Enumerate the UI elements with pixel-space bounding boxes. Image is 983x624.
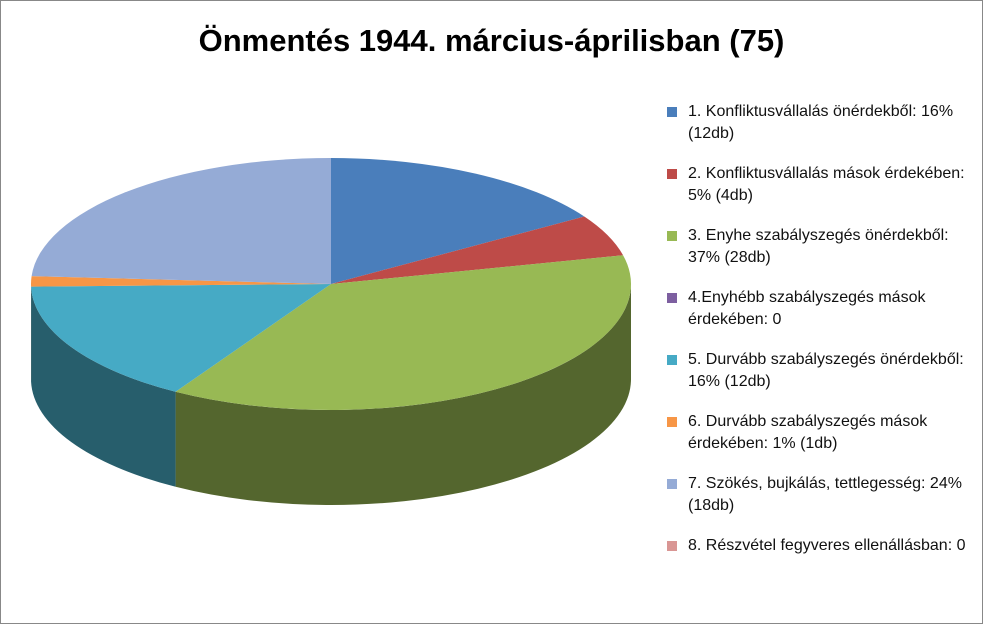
legend-swatch bbox=[667, 231, 677, 241]
pie-side bbox=[31, 286, 176, 487]
pie-slice bbox=[31, 284, 331, 392]
legend-label: 5. Durvább szabályszegés önérdekből: 16%… bbox=[688, 351, 964, 390]
chart-title: Önmentés 1944. március-áprilisban (75) bbox=[198, 23, 785, 58]
legend-swatch bbox=[667, 293, 677, 303]
pie-slice bbox=[31, 276, 332, 287]
legend-swatch bbox=[667, 107, 677, 117]
legend-item: 6. Durvább szabályszegés mások érdekében… bbox=[667, 411, 967, 473]
pie-slice bbox=[31, 158, 332, 284]
legend-item: 2. Konfliktusvállalás mások érdekében: 5… bbox=[667, 163, 967, 225]
pie-side bbox=[175, 284, 631, 506]
legend-label: 1. Konfliktusvállalás önérdekből: 16% (1… bbox=[688, 103, 954, 142]
legend-label: 6. Durvább szabályszegés mások érdekében… bbox=[688, 413, 928, 452]
pie-slice bbox=[331, 216, 624, 284]
legend-item: 1. Konfliktusvállalás önérdekből: 16% (1… bbox=[667, 101, 967, 163]
legend-item: 4.Enyhébb szabályszegés mások érdekében:… bbox=[667, 287, 967, 349]
legend-item: 7. Szökés, bujkálás, tettlegesség: 24% (… bbox=[667, 473, 967, 535]
legend-swatch bbox=[667, 169, 677, 179]
legend-item: 3. Enyhe szabályszegés önérdekből: 37% (… bbox=[667, 225, 967, 287]
legend-swatch bbox=[667, 355, 677, 365]
legend-label: 8. Részvétel fegyveres ellenállásban: 0 bbox=[688, 537, 966, 554]
legend-label: 7. Szökés, bujkálás, tettlegesség: 24% (… bbox=[688, 475, 962, 514]
pie-slice bbox=[331, 158, 585, 284]
pie-area bbox=[31, 158, 631, 506]
legend-swatch bbox=[667, 479, 677, 489]
legend-swatch bbox=[667, 541, 677, 551]
legend: 1. Konfliktusvállalás önérdekből: 16% (1… bbox=[667, 101, 967, 597]
legend-swatch bbox=[667, 417, 677, 427]
pie-slice bbox=[175, 255, 631, 411]
legend-label: 3. Enyhe szabályszegés önérdekből: 37% (… bbox=[688, 227, 949, 266]
legend-item: 8. Részvétel fegyveres ellenállásban: 0 bbox=[667, 535, 967, 597]
legend-label: 2. Konfliktusvállalás mások érdekében: 5… bbox=[688, 165, 965, 204]
legend-label: 4.Enyhébb szabályszegés mások érdekében:… bbox=[688, 289, 926, 328]
legend-item: 5. Durvább szabályszegés önérdekből: 16%… bbox=[667, 349, 967, 411]
